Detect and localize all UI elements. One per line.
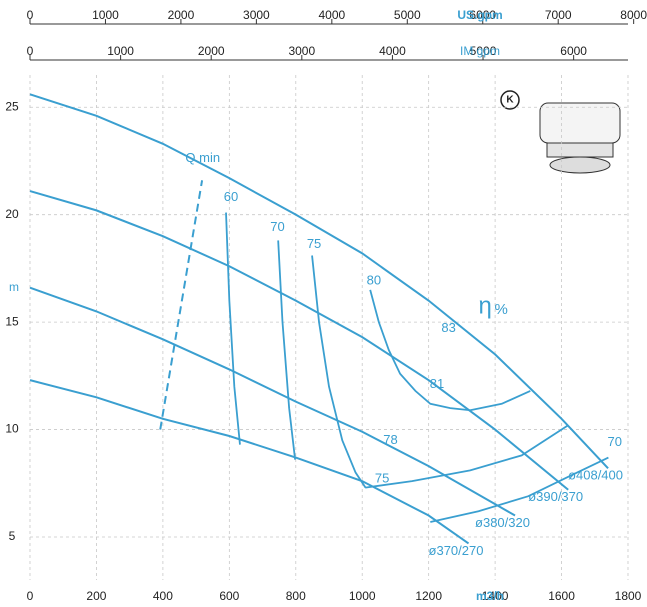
logo-text: K [506,95,514,106]
top-tick-label: 6000 [469,8,496,22]
efficiency-line [365,424,569,489]
y-tick-label: 20 [5,207,19,221]
head-curve [29,93,609,469]
annotation: 75 [375,470,389,485]
x-axis-label: m3/h [476,589,504,603]
efficiency-line [311,255,367,489]
annotation: 83 [441,320,455,335]
x-tick-label: 1800 [615,589,642,603]
y-axis-label: m [9,280,19,294]
x-tick-label: 400 [153,589,173,603]
annotation: 70 [607,434,621,449]
efficiency-line [430,456,609,523]
y-tick-label: 5 [9,529,16,543]
top-tick-label: 1000 [107,44,134,58]
qmin-line [159,180,204,430]
annotation: 75 [307,236,321,251]
series-label: ø408/400 [568,468,623,483]
annotation: 70 [270,219,284,234]
efficiency-line [225,212,241,445]
x-tick-label: 600 [219,589,239,603]
top-axis-label: US.gpm [457,8,502,22]
x-tick-label: 1000 [349,589,376,603]
top-tick-label: 5000 [394,8,421,22]
annotation: 60 [224,189,238,204]
series-label: ø370/270 [429,543,484,558]
top-tick-label: 6000 [560,44,587,58]
top-tick-label: 0 [27,44,34,58]
top-tick-label: 0 [27,8,34,22]
annotation: Q min [185,150,220,165]
pump-icon [500,90,621,174]
annotation: 80 [367,273,381,288]
x-tick-label: 1400 [482,589,509,603]
series-label: ø380/320 [475,515,530,530]
x-tick-label: 1200 [415,589,442,603]
top-tick-label: 7000 [545,8,572,22]
head-curve [29,286,516,517]
top-tick-label: 3000 [243,8,270,22]
annotation: 78 [383,432,397,447]
y-tick-label: 25 [5,99,19,113]
top-tick-label: 4000 [318,8,345,22]
efficiency-symbol: η [479,292,492,319]
head-curve [29,190,569,491]
annotation: 81 [430,376,444,391]
top-tick-label: 1000 [92,8,119,22]
y-tick-label: 10 [5,422,19,436]
x-tick-label: 200 [86,589,106,603]
top-tick-label: 8000 [620,8,647,22]
top-tick-label: 2000 [198,44,225,58]
top-tick-label: 5000 [470,44,497,58]
top-axis-label: IM gpm [460,44,500,58]
series-label: ø390/370 [528,489,583,504]
x-tick-label: 0 [27,589,34,603]
top-tick-label: 4000 [379,44,406,58]
x-tick-label: 1600 [548,589,575,603]
efficiency-line [277,240,297,460]
efficiency-unit: % [495,301,508,318]
efficiency-line [369,289,531,412]
head-curve [29,379,470,545]
top-tick-label: 3000 [288,44,315,58]
x-tick-label: 800 [286,589,306,603]
y-tick-label: 15 [5,314,19,328]
top-tick-label: 2000 [168,8,195,22]
